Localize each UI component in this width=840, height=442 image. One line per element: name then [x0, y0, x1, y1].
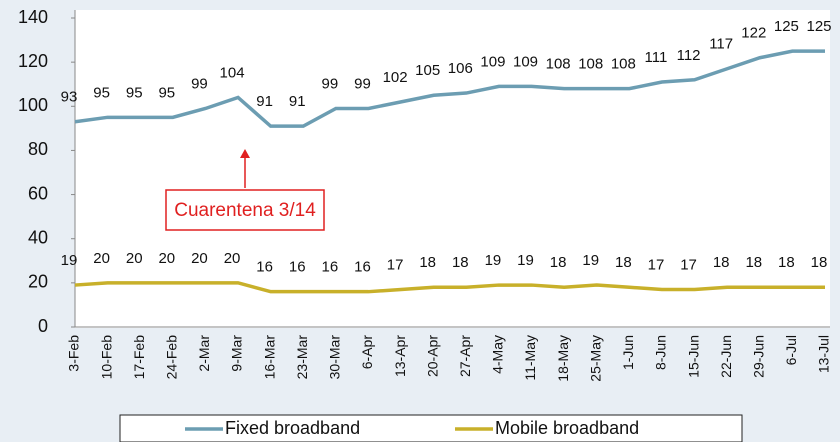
data-label: 16 [256, 259, 273, 276]
data-label: 18 [419, 254, 436, 271]
x-tick-label: 22-Jun [718, 335, 734, 378]
plot-area [75, 10, 830, 328]
data-label: 112 [677, 47, 701, 64]
data-label: 91 [289, 93, 306, 110]
annotation-arrowhead [240, 149, 250, 158]
data-label: 20 [224, 250, 241, 267]
y-tick-label: 100 [18, 95, 48, 115]
data-label: 19 [517, 252, 534, 269]
data-label: 18 [811, 254, 828, 271]
data-label: 109 [513, 53, 538, 70]
x-tick-label: 6-Jul [783, 335, 799, 365]
data-label: 108 [611, 56, 636, 73]
annotation: Cuarentena 3/14 [174, 200, 316, 221]
data-label: 19 [485, 252, 502, 269]
data-label: 16 [354, 259, 371, 276]
x-tick-label: 27-Apr [457, 335, 473, 377]
legend-label: Fixed broadband [225, 418, 360, 438]
data-label: 18 [713, 254, 730, 271]
y-tick-label: 0 [38, 316, 48, 336]
data-label: 18 [745, 254, 762, 271]
data-label: 17 [387, 256, 404, 273]
data-label: 102 [383, 69, 408, 86]
x-tick-label: 1-Jun [620, 335, 636, 370]
x-tick-label: 18-May [555, 335, 571, 382]
data-label: 104 [220, 64, 245, 81]
series-line [74, 281, 825, 294]
data-label: 99 [191, 75, 208, 92]
y-tick-label: 140 [18, 7, 48, 27]
annotation-box [165, 189, 325, 231]
y-tick-label: 40 [28, 227, 48, 247]
x-tick-label: 13-Jul [816, 335, 832, 373]
x-tick-label: 3-Feb [66, 335, 82, 372]
data-label: 106 [448, 60, 473, 77]
series-line [74, 49, 825, 128]
x-tick-label: 30-Mar [327, 335, 343, 380]
x-tick-label: 16-Mar [261, 335, 277, 380]
x-tick-label: 2-Mar [196, 335, 212, 372]
data-label: 125 [806, 18, 831, 35]
x-tick-label: 10-Feb [98, 335, 114, 380]
data-label: 99 [354, 75, 371, 92]
x-tick-label: 4-May [490, 335, 506, 374]
data-label: 109 [480, 53, 505, 70]
data-label: 17 [648, 256, 665, 273]
data-label: 20 [93, 250, 110, 267]
x-tick-label: 25-May [587, 335, 603, 382]
x-tick-label: 8-Jun [653, 335, 669, 370]
data-label: 18 [452, 254, 469, 271]
data-label: 20 [191, 250, 208, 267]
data-label: 19 [582, 252, 599, 269]
data-label: 18 [615, 254, 632, 271]
data-label: 122 [741, 25, 766, 42]
x-tick-label: 9-Mar [229, 335, 245, 372]
data-label: 20 [126, 250, 143, 267]
y-tick-label: 20 [28, 272, 48, 292]
x-tick-label: 15-Jun [685, 335, 701, 378]
data-label: 93 [61, 89, 78, 106]
data-label: 99 [322, 75, 339, 92]
data-label: 91 [256, 93, 273, 110]
data-label: 95 [158, 84, 175, 101]
data-label: 18 [778, 254, 795, 271]
x-tick-label: 24-Feb [164, 335, 180, 380]
x-tick-label: 23-Mar [294, 335, 310, 380]
legend-label: Mobile broadband [495, 418, 639, 438]
data-label: 111 [645, 49, 668, 66]
data-label: 117 [709, 36, 733, 53]
data-label: 108 [546, 56, 571, 73]
data-label: 16 [322, 259, 339, 276]
data-label: 105 [415, 62, 440, 79]
data-label: 95 [93, 84, 110, 101]
x-tick-label: 11-May [522, 335, 538, 381]
x-tick-label: 13-Apr [392, 335, 408, 377]
data-label: 125 [774, 18, 799, 35]
y-tick-label: 60 [28, 183, 48, 203]
data-label: 108 [578, 56, 603, 73]
data-label: 18 [550, 254, 567, 271]
y-tick-label: 120 [18, 51, 48, 71]
x-tick-label: 6-Apr [359, 335, 375, 370]
data-label: 19 [61, 252, 78, 269]
legend [119, 414, 743, 442]
data-label: 16 [289, 259, 306, 276]
x-tick-label: 17-Feb [131, 335, 147, 380]
y-tick-label: 80 [28, 139, 48, 159]
x-tick-label: 20-Apr [424, 335, 440, 377]
data-label: 20 [158, 250, 175, 267]
x-tick-label: 29-Jun [750, 335, 766, 378]
data-label: 95 [126, 84, 143, 101]
data-label: 17 [680, 256, 697, 273]
